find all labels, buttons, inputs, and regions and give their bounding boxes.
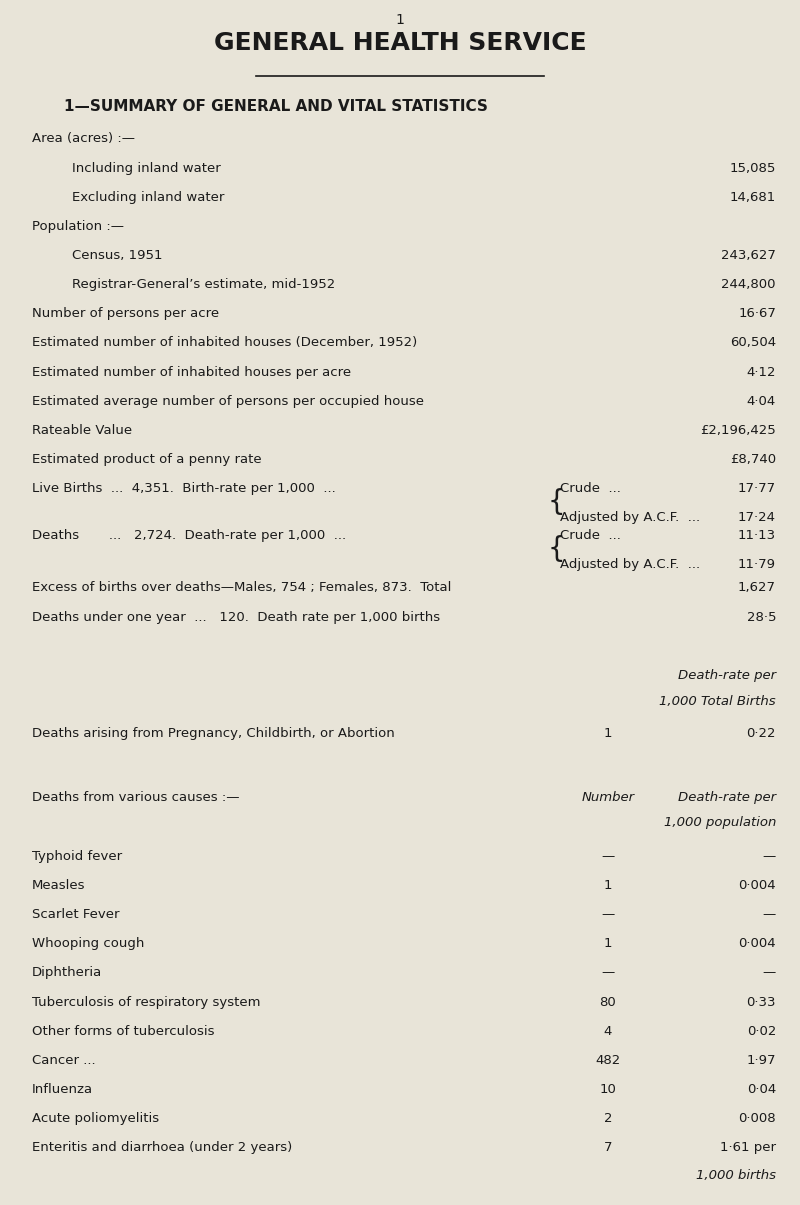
Text: 482: 482 [595,1054,621,1066]
Text: Death-rate per: Death-rate per [678,669,776,682]
Text: Tuberculosis of respiratory system: Tuberculosis of respiratory system [32,995,261,1009]
Text: Including inland water: Including inland water [72,161,221,175]
Text: Adjusted by A.C.F.  ...: Adjusted by A.C.F. ... [560,558,700,571]
Text: 11·13: 11·13 [738,529,776,542]
Text: Estimated product of a penny rate: Estimated product of a penny rate [32,453,262,466]
Text: 80: 80 [600,995,616,1009]
Text: Deaths from various causes :—: Deaths from various causes :— [32,792,239,805]
Text: Crude  ...: Crude ... [560,482,621,495]
Text: {: { [548,535,566,563]
Text: 0·004: 0·004 [738,878,776,892]
Text: 4·12: 4·12 [746,365,776,378]
Text: Scarlet Fever: Scarlet Fever [32,909,119,921]
Text: 1,000 Total Births: 1,000 Total Births [659,695,776,709]
Text: Number: Number [582,792,634,805]
Text: Other forms of tuberculosis: Other forms of tuberculosis [32,1024,214,1038]
Text: Acute poliomyelitis: Acute poliomyelitis [32,1112,159,1125]
Text: 1·61 per: 1·61 per [720,1141,776,1154]
Text: 244,800: 244,800 [722,278,776,292]
Text: 1—SUMMARY OF GENERAL AND VITAL STATISTICS: 1—SUMMARY OF GENERAL AND VITAL STATISTIC… [64,99,488,113]
Text: Population :—: Population :— [32,219,124,233]
Text: 28·5: 28·5 [746,611,776,624]
Text: £8,740: £8,740 [730,453,776,466]
Text: Estimated average number of persons per occupied house: Estimated average number of persons per … [32,395,424,407]
Text: Excluding inland water: Excluding inland water [72,190,224,204]
Text: 1,000 population: 1,000 population [664,816,776,829]
Text: {: { [548,488,566,516]
Text: Deaths under one year  ...   120.  Death rate per 1,000 births: Deaths under one year ... 120. Death rat… [32,611,440,624]
Text: 17·24: 17·24 [738,511,776,524]
Text: —: — [602,966,614,980]
Text: 15,085: 15,085 [730,161,776,175]
Text: Measles: Measles [32,878,86,892]
Text: 1: 1 [604,878,612,892]
Text: 243,627: 243,627 [721,249,776,261]
Text: Number of persons per acre: Number of persons per acre [32,307,219,321]
Text: Typhoid fever: Typhoid fever [32,850,122,863]
Text: —: — [602,909,614,921]
Text: 10: 10 [599,1083,617,1097]
Text: 4·04: 4·04 [746,395,776,407]
Text: 60,504: 60,504 [730,336,776,349]
Text: Deaths arising from Pregnancy, Childbirth, or Abortion: Deaths arising from Pregnancy, Childbirt… [32,728,394,740]
Text: 1: 1 [395,13,405,28]
Text: —: — [762,966,776,980]
Text: Crude  ...: Crude ... [560,529,621,542]
Text: 2: 2 [604,1112,612,1125]
Text: Registrar-General’s estimate, mid-1952: Registrar-General’s estimate, mid-1952 [72,278,335,292]
Text: —: — [762,909,776,921]
Text: Enteritis and diarrhoea (under 2 years): Enteritis and diarrhoea (under 2 years) [32,1141,292,1154]
Text: 1,000 births: 1,000 births [696,1169,776,1182]
Text: Death-rate per: Death-rate per [678,792,776,805]
Text: 14,681: 14,681 [730,190,776,204]
Text: —: — [602,850,614,863]
Text: 7: 7 [604,1141,612,1154]
Text: Rateable Value: Rateable Value [32,424,132,437]
Text: 0·008: 0·008 [738,1112,776,1125]
Text: 1·97: 1·97 [746,1054,776,1066]
Text: 11·79: 11·79 [738,558,776,571]
Text: Excess of births over deaths—Males, 754 ; Females, 873.  Total: Excess of births over deaths—Males, 754 … [32,582,451,594]
Text: Census, 1951: Census, 1951 [72,249,162,261]
Text: 0·33: 0·33 [746,995,776,1009]
Text: Adjusted by A.C.F.  ...: Adjusted by A.C.F. ... [560,511,700,524]
Text: 0·004: 0·004 [738,937,776,951]
Text: Cancer ...: Cancer ... [32,1054,96,1066]
Text: Estimated number of inhabited houses (December, 1952): Estimated number of inhabited houses (De… [32,336,418,349]
Text: Diphtheria: Diphtheria [32,966,102,980]
Text: 0·04: 0·04 [746,1083,776,1097]
Text: Whooping cough: Whooping cough [32,937,144,951]
Text: 1: 1 [604,728,612,740]
Text: 4: 4 [604,1024,612,1038]
Text: 1: 1 [604,937,612,951]
Text: Live Births  ...  4,351.  Birth-rate per 1,000  ...: Live Births ... 4,351. Birth-rate per 1,… [32,482,336,495]
Text: 0·02: 0·02 [746,1024,776,1038]
Text: 1,627: 1,627 [738,582,776,594]
Text: 0·22: 0·22 [746,728,776,740]
Text: Estimated number of inhabited houses per acre: Estimated number of inhabited houses per… [32,365,351,378]
Text: GENERAL HEALTH SERVICE: GENERAL HEALTH SERVICE [214,31,586,55]
Text: £2,196,425: £2,196,425 [700,424,776,437]
Text: 16·67: 16·67 [738,307,776,321]
Text: —: — [762,850,776,863]
Text: Area (acres) :—: Area (acres) :— [32,133,135,146]
Text: Influenza: Influenza [32,1083,93,1097]
Text: 17·77: 17·77 [738,482,776,495]
Text: Deaths       ...   2,724.  Death-rate per 1,000  ...: Deaths ... 2,724. Death-rate per 1,000 .… [32,529,346,542]
